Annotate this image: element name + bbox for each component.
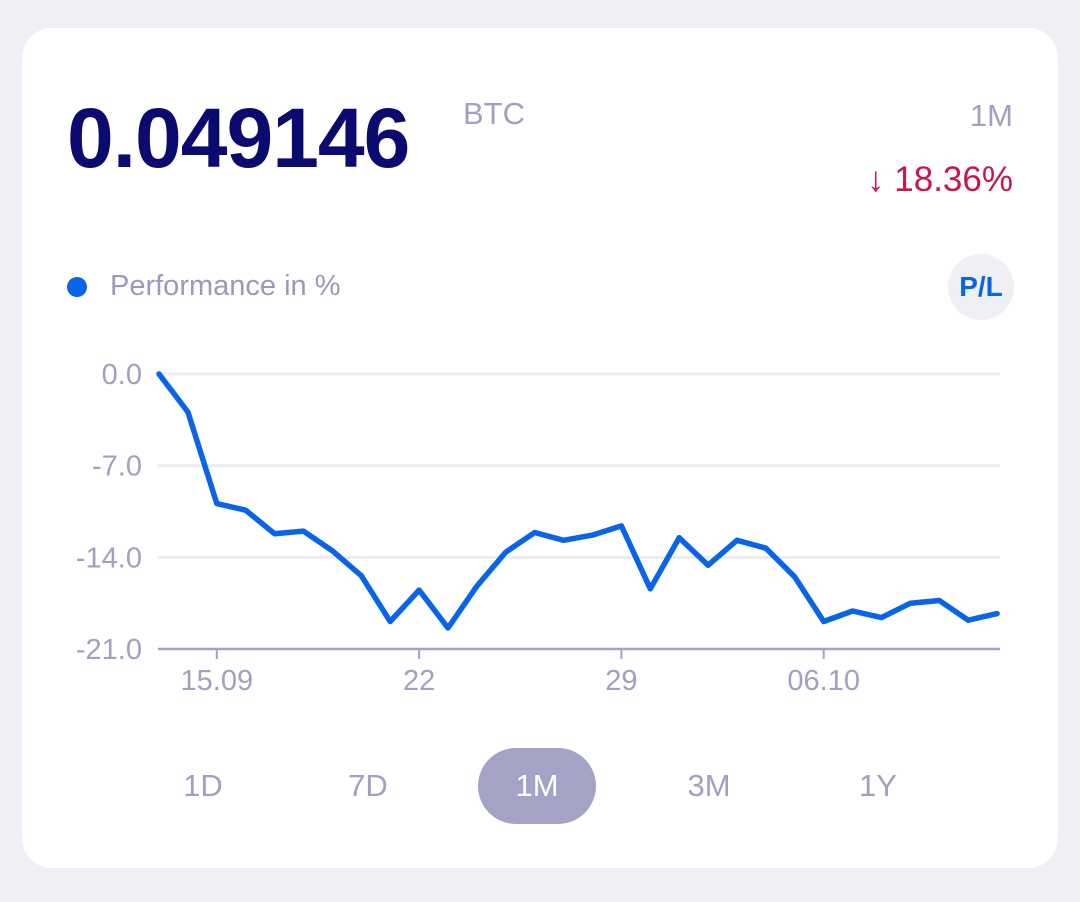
x-tick-label: 15.09 xyxy=(181,665,254,697)
y-tick-label: -21.0 xyxy=(76,634,142,666)
x-axis-ticks: 15.09 22 29 06.10 xyxy=(181,649,860,697)
performance-line xyxy=(156,371,1000,631)
tab-1d[interactable]: 1D xyxy=(183,768,223,803)
chart-series xyxy=(156,371,1000,631)
balance-unit: BTC xyxy=(463,96,525,131)
x-tick-label: 06.10 xyxy=(787,665,860,697)
tab-1y[interactable]: 1Y xyxy=(859,768,897,803)
tab-3m[interactable]: 3M xyxy=(687,768,731,803)
period-label: 1M xyxy=(969,98,1013,133)
legend-label: Performance in % xyxy=(110,270,341,302)
x-tick-label: 22 xyxy=(403,665,435,697)
down-arrow-icon: ↓ xyxy=(867,160,885,199)
chart-gridlines xyxy=(158,372,1000,651)
balance-amount: 0.049146 xyxy=(67,91,410,185)
pl-toggle-button[interactable]: P/L xyxy=(948,254,1014,320)
y-tick-label: 0.0 xyxy=(102,359,142,391)
tab-7d[interactable]: 7D xyxy=(348,768,388,803)
performance-chart: 0.0 -7.0 -14.0 -21.0 15.09 22 29 06.10 xyxy=(76,359,1000,697)
y-tick-label: -14.0 xyxy=(76,542,142,574)
tab-1m[interactable]: 1M xyxy=(478,748,596,824)
performance-change: ↓ 18.36% xyxy=(867,162,1013,197)
legend-dot-icon xyxy=(67,277,87,297)
y-tick-label: -7.0 xyxy=(92,451,142,483)
portfolio-card: 0.049146 BTC 1M ↓ 18.36% Performance in … xyxy=(22,28,1058,868)
change-value: 18.36% xyxy=(894,160,1013,199)
period-tabs: 1D 7D 1M 3M 1Y xyxy=(22,748,1058,828)
x-tick-label: 29 xyxy=(605,665,637,697)
y-axis-ticks: 0.0 -7.0 -14.0 -21.0 xyxy=(76,359,142,666)
